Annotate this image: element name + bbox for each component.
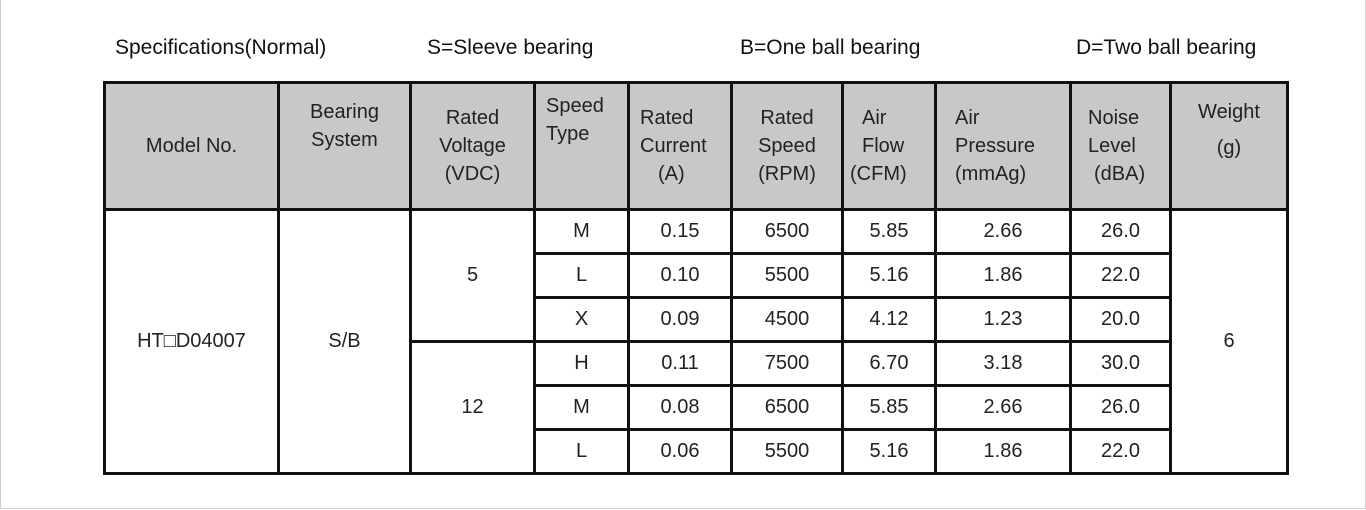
header-air-pressure: Air Pressure (mmAg) [934, 81, 1072, 211]
caption-two-ball-bearing: D=Two ball bearing [1076, 36, 1257, 59]
header-air-flow: Air Flow (CFM) [841, 81, 937, 211]
header-line: (dBA) [1094, 163, 1146, 185]
speed-cell: 7500 [730, 340, 844, 387]
table-row: HT□D04007 S/B 5 M 0.15 6500 5.85 2.66 26… [103, 208, 1289, 475]
header-line: Flow [862, 135, 905, 157]
weight-cell: 6 [1169, 208, 1289, 475]
header-line: Model No. [145, 135, 238, 157]
air-flow-cell: 5.85 [841, 208, 937, 255]
caption-sleeve-bearing: S=Sleeve bearing [427, 36, 594, 59]
header-bearing-system: Bearing System [277, 81, 412, 211]
noise-cell: 30.0 [1069, 340, 1172, 387]
speed-type-cell: L [533, 252, 630, 299]
header-line: (RPM) [758, 163, 816, 185]
header-line: Rated [760, 107, 814, 129]
header-line: Level [1088, 135, 1136, 157]
current-cell: 0.09 [627, 296, 733, 343]
noise-cell: 20.0 [1069, 296, 1172, 343]
noise-cell: 22.0 [1069, 428, 1172, 475]
speed-cell: 6500 [730, 384, 844, 431]
air-flow-cell: 5.16 [841, 252, 937, 299]
current-cell: 0.06 [627, 428, 733, 475]
header-weight: Weight (g) [1169, 81, 1289, 211]
table-row: M 0.08 6500 5.85 2.66 26.0 [105, 384, 1288, 431]
speed-cell: 6500 [730, 208, 844, 255]
table-row: L 0.06 5500 5.16 1.86 22.0 [105, 428, 1288, 475]
header-rated-speed: Rated Speed (RPM) [730, 81, 844, 211]
speed-type-cell: L [533, 428, 630, 475]
voltage-cell: 12 [409, 340, 536, 475]
header-line: Weight [1198, 101, 1260, 123]
air-pressure-cell: 1.23 [934, 296, 1072, 343]
caption-specifications: Specifications(Normal) [115, 36, 327, 59]
speed-type-cell: H [533, 340, 630, 387]
caption-one-ball-bearing: B=One ball bearing [740, 36, 921, 59]
current-cell: 0.08 [627, 384, 733, 431]
table-row: X 0.09 4500 4.12 1.23 20.0 [105, 296, 1288, 343]
speed-type-cell: M [533, 384, 630, 431]
air-flow-cell: 5.16 [841, 428, 937, 475]
air-pressure-cell: 2.66 [934, 384, 1072, 431]
voltage-cell: 5 [409, 208, 536, 343]
header-line: (A) [658, 163, 685, 185]
specifications-table: Model No. Bearing System Rated Voltage (… [103, 81, 1289, 475]
table-row: 12 H 0.11 7500 6.70 3.18 30.0 [105, 340, 1288, 475]
noise-cell: 26.0 [1069, 384, 1172, 431]
speed-type-cell: X [533, 296, 630, 343]
noise-cell: 26.0 [1069, 208, 1172, 255]
header-line: Speed [758, 135, 816, 157]
header-line: Rated [640, 107, 694, 129]
air-pressure-cell: 1.86 [934, 252, 1072, 299]
header-noise-level: Noise Level (dBA) [1069, 81, 1172, 211]
bearing-system-cell: S/B [277, 208, 412, 475]
speed-cell: 5500 [730, 428, 844, 475]
header-line: Rated [445, 107, 500, 129]
header-speed-type: Speed Type [533, 81, 630, 211]
air-flow-cell: 5.85 [841, 384, 937, 431]
header-line: Air [955, 107, 980, 129]
header-line: Voltage [439, 135, 506, 157]
table-row: L 0.10 5500 5.16 1.86 22.0 [105, 252, 1288, 299]
header-line: (VDC) [444, 163, 501, 185]
header-line: Pressure [955, 135, 1036, 157]
current-cell: 0.11 [627, 340, 733, 387]
header-line: Bearing [310, 101, 379, 123]
current-cell: 0.10 [627, 252, 733, 299]
header-rated-voltage: Rated Voltage (VDC) [409, 81, 536, 211]
header-line: Noise [1088, 107, 1140, 129]
header-line: (g) [1216, 137, 1242, 159]
air-flow-cell: 4.12 [841, 296, 937, 343]
header-line: System [311, 129, 378, 151]
model-number-cell: HT□D04007 [103, 208, 280, 475]
header-line: Current [640, 135, 707, 157]
noise-cell: 22.0 [1069, 252, 1172, 299]
speed-cell: 5500 [730, 252, 844, 299]
current-cell: 0.15 [627, 208, 733, 255]
header-row: Model No. Bearing System Rated Voltage (… [103, 81, 1289, 211]
header-line: (mmAg) [955, 163, 1027, 185]
header-line: Speed [546, 95, 604, 117]
header-rated-current: Rated Current (A) [627, 81, 733, 211]
header-line: (CFM) [850, 163, 907, 185]
header-model-no: Model No. [103, 81, 280, 211]
header-line: Air [862, 107, 887, 129]
speed-cell: 4500 [730, 296, 844, 343]
air-flow-cell: 6.70 [841, 340, 937, 387]
header-line: Type [546, 123, 590, 145]
air-pressure-cell: 2.66 [934, 208, 1072, 255]
air-pressure-cell: 3.18 [934, 340, 1072, 387]
speed-type-cell: M [533, 208, 630, 255]
air-pressure-cell: 1.86 [934, 428, 1072, 475]
